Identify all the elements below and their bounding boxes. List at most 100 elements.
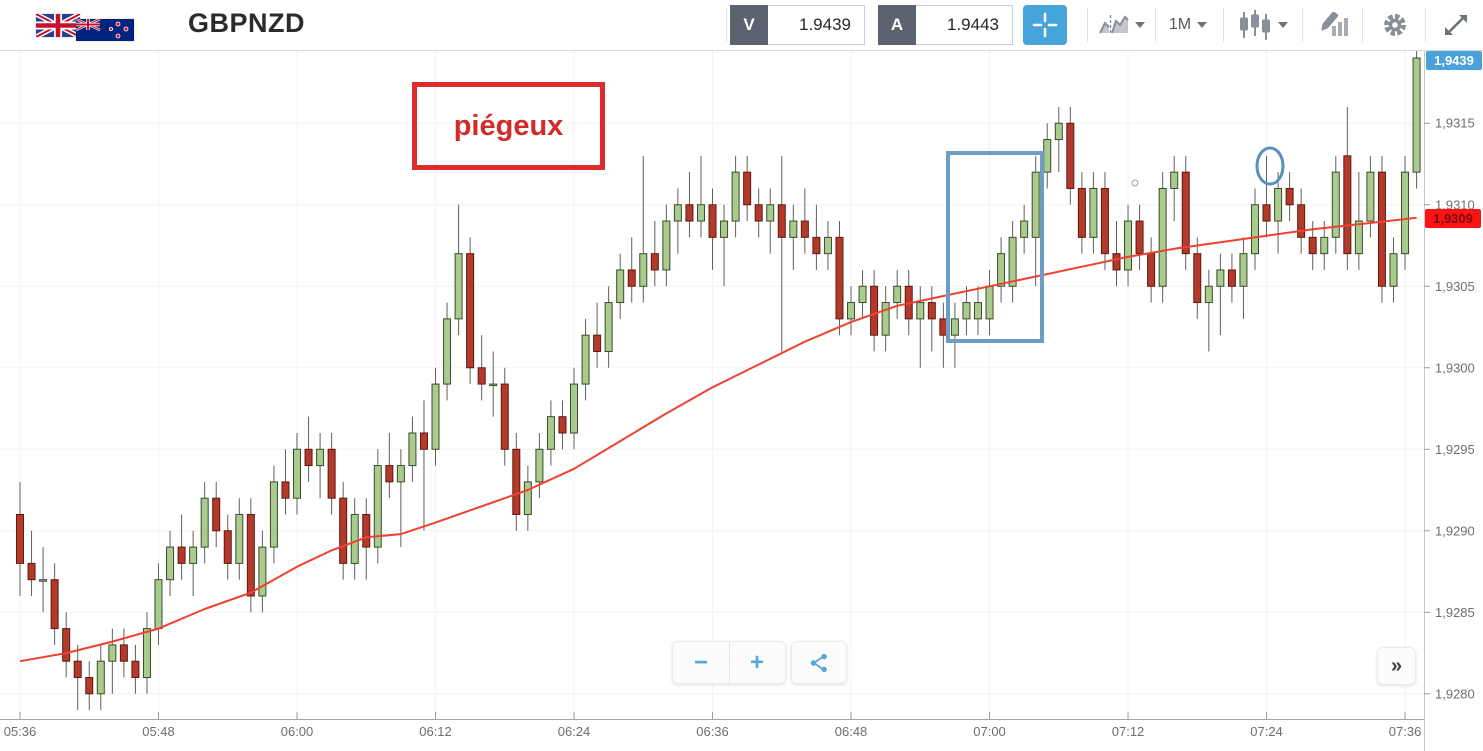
- candle-down: [362, 513, 371, 548]
- candle-down: [627, 269, 636, 287]
- candle-up: [616, 269, 625, 304]
- toolbar-separator: [1223, 8, 1224, 42]
- candle-up: [166, 546, 175, 581]
- candle-down: [1193, 253, 1202, 304]
- candle-down: [500, 383, 509, 450]
- candle-up: [39, 579, 48, 582]
- candle-up: [1020, 220, 1029, 238]
- interval-dropdown[interactable]: 1M: [1160, 5, 1216, 45]
- candle-up: [258, 546, 267, 597]
- draw-tools-button[interactable]: [1312, 5, 1354, 45]
- candle-down: [1262, 204, 1271, 222]
- candle-up: [858, 285, 867, 304]
- candle-down: [1343, 155, 1352, 255]
- candle-up: [546, 416, 555, 450]
- candle-up: [1043, 139, 1052, 173]
- candle-down: [246, 513, 255, 597]
- toolbar-separator: [1155, 8, 1156, 42]
- annotation-label-text: piégeux: [453, 109, 564, 142]
- time-axis-label: 06:36: [696, 724, 729, 739]
- candle-up: [1124, 220, 1133, 271]
- candle-down: [927, 302, 936, 320]
- candle-down: [50, 579, 59, 630]
- candle-down: [385, 465, 394, 483]
- candle-down: [754, 204, 763, 222]
- candle-up: [108, 644, 117, 662]
- candle-down: [339, 497, 348, 564]
- buy-price: 1.9443: [916, 5, 1013, 45]
- chart-type-button[interactable]: [1233, 5, 1293, 45]
- candle-up: [293, 448, 302, 499]
- price-axis-label: 1,9305: [1435, 279, 1475, 294]
- crosshair-icon: [1032, 12, 1058, 38]
- candle-up: [1204, 285, 1213, 304]
- candle-down: [835, 236, 844, 320]
- toolbar-separator: [1087, 8, 1088, 42]
- candle-down: [304, 448, 313, 467]
- zoom-in-button[interactable]: +: [749, 648, 764, 676]
- price-axis-label: 1,9295: [1435, 442, 1475, 457]
- time-axis-label: 05:48: [142, 724, 175, 739]
- candle-up: [1239, 253, 1248, 287]
- candle-up: [1250, 204, 1259, 255]
- candle-up: [431, 383, 440, 450]
- candle-down: [73, 660, 82, 679]
- candle-up: [893, 285, 902, 304]
- candle-up: [973, 302, 982, 320]
- candle-up: [350, 513, 359, 564]
- candle-down: [743, 171, 752, 206]
- interval-label: 1M: [1168, 16, 1192, 33]
- time-axis-label: 06:48: [835, 724, 868, 739]
- candle-up: [997, 253, 1006, 287]
- highlight-rectangle: [946, 151, 1044, 343]
- candle-down: [1135, 220, 1144, 255]
- toolbar-separator: [1362, 8, 1363, 42]
- candle-down: [223, 530, 232, 564]
- sell-quote-button[interactable]: V 1.9439: [730, 5, 865, 45]
- fullscreen-button[interactable]: [1434, 5, 1478, 45]
- chevron-down-icon: [1197, 22, 1208, 28]
- candle-up: [847, 302, 856, 320]
- collapse-panel-button[interactable]: »: [1377, 647, 1416, 685]
- candle-up: [489, 383, 498, 387]
- candle-down: [85, 677, 94, 695]
- candle-up: [200, 497, 209, 548]
- compare-chart-button[interactable]: [1096, 5, 1148, 45]
- candle-up: [535, 448, 544, 483]
- compare-chart-icon: [1099, 15, 1129, 35]
- candle-down: [1100, 187, 1109, 255]
- buy-tag: A: [878, 5, 916, 45]
- toolbar: GBPNZD V 1.9439 A 1.9443: [0, 0, 1483, 51]
- zoom-out-button[interactable]: −: [693, 648, 708, 676]
- moving-average-line: [19, 216, 1417, 663]
- crosshair-tool-button[interactable]: [1023, 5, 1067, 45]
- settings-button[interactable]: [1372, 5, 1418, 45]
- candle-up: [443, 318, 452, 385]
- candle-down: [870, 285, 879, 336]
- highlight-ellipse: [1255, 146, 1285, 186]
- candle-up: [1401, 171, 1410, 255]
- candle-up: [639, 253, 648, 287]
- candle-up: [1274, 187, 1283, 222]
- share-icon: [810, 653, 827, 672]
- candle-up: [154, 579, 163, 630]
- candle-up: [766, 204, 775, 222]
- candle-up: [1320, 236, 1329, 255]
- candle-up: [581, 334, 590, 385]
- time-axis-label: 06:00: [281, 724, 314, 739]
- gridlines: [0, 45, 1424, 719]
- candle-down: [1066, 122, 1075, 189]
- price-axis-label: 1,9315: [1435, 116, 1475, 131]
- share-button[interactable]: [791, 641, 847, 684]
- candle-up: [523, 481, 532, 515]
- candle-up: [1008, 236, 1017, 287]
- candle-down: [650, 253, 659, 271]
- candle-down: [1227, 269, 1236, 287]
- uk-flag-icon: [36, 14, 80, 37]
- candle-up: [373, 465, 382, 548]
- candle-up: [662, 220, 671, 271]
- price-axis-label: 1,9285: [1435, 605, 1475, 620]
- buy-quote-button[interactable]: A 1.9443: [878, 5, 1013, 45]
- candle-up: [396, 465, 405, 483]
